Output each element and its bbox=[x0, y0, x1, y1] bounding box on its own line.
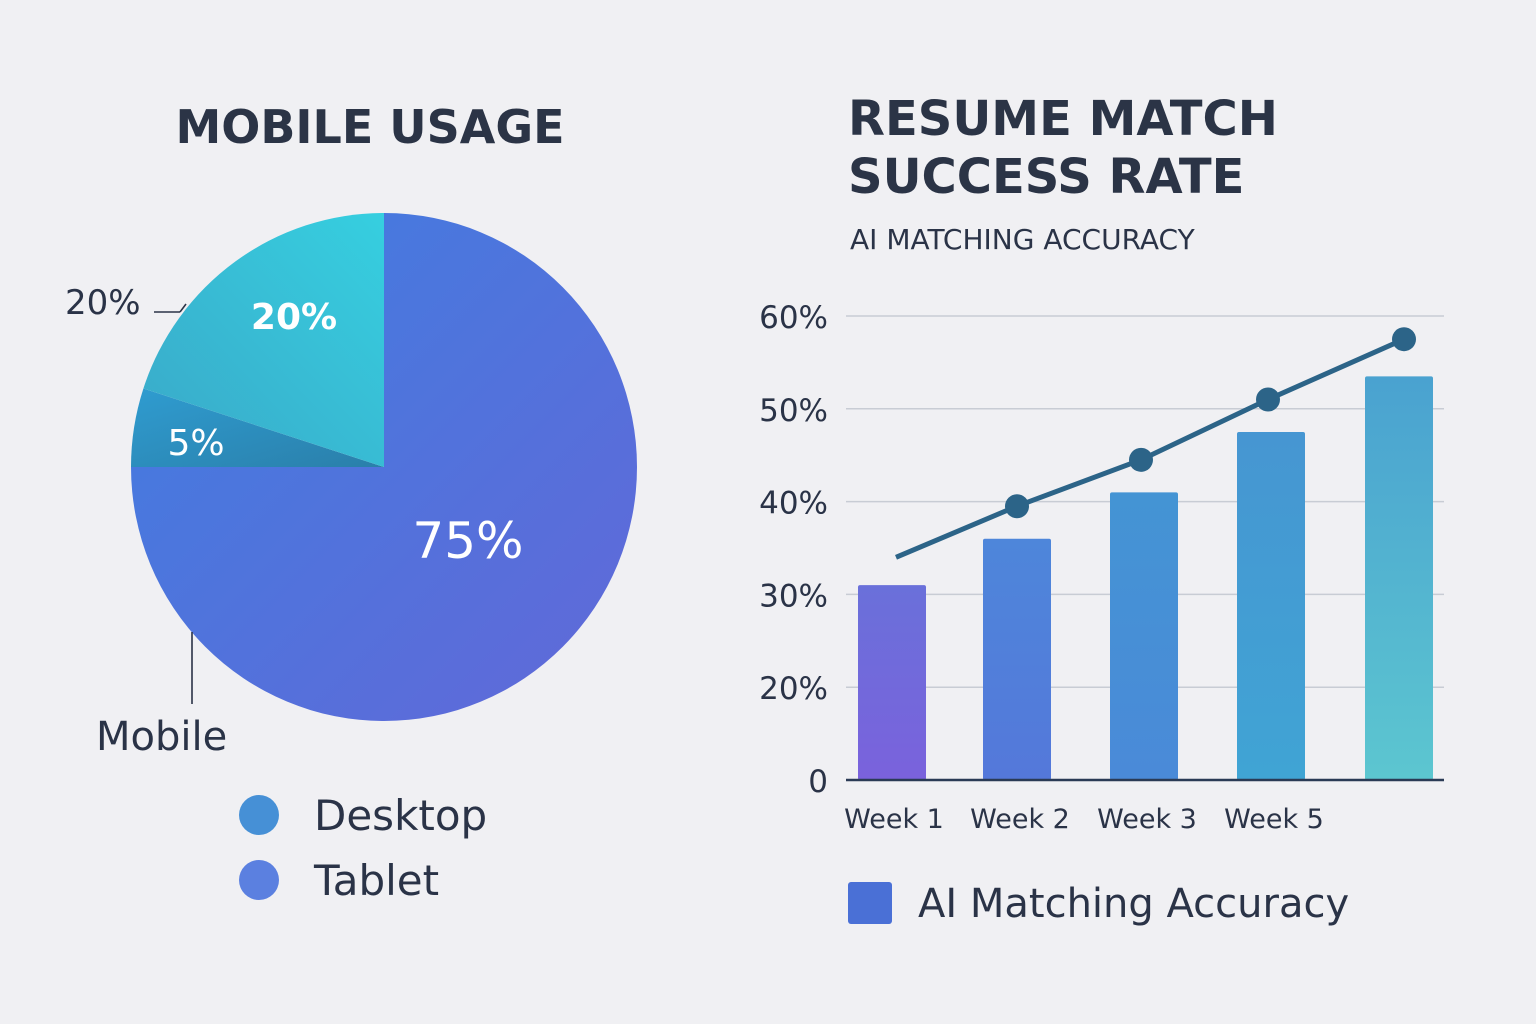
x-tick-label: Week 5 bbox=[1224, 804, 1324, 835]
pie-chart: MOBILE USAGE 75% 5% 20% 20% Mobile Deskt… bbox=[65, 100, 637, 905]
callout-top-tick bbox=[179, 303, 187, 313]
y-tick-label: 40% bbox=[759, 486, 828, 522]
pie-label-75: 75% bbox=[412, 512, 523, 570]
bar-title-line-1: RESUME MATCH bbox=[848, 91, 1278, 147]
legend-dot-tablet bbox=[239, 860, 279, 900]
pie-slice-20 bbox=[143, 213, 384, 467]
callout-top-label: 20% bbox=[65, 283, 141, 323]
bar-subtitle: AI MATCHING ACCURACY bbox=[850, 223, 1196, 256]
bar bbox=[1365, 376, 1433, 780]
callout-bottom-label: Mobile bbox=[96, 714, 227, 760]
pie-slice-5 bbox=[131, 388, 384, 467]
legend-swatch-ai-matching-accuracy bbox=[848, 882, 892, 924]
legend-label-tablet: Tablet bbox=[313, 856, 439, 905]
legend-dot-desktop bbox=[239, 795, 279, 835]
trend-point bbox=[1005, 494, 1029, 519]
bar bbox=[858, 585, 926, 780]
trend-point bbox=[1129, 447, 1153, 472]
x-tick-label: Week 1 bbox=[844, 804, 944, 835]
y-axis-ticks: 0 20% 30% 40% 50% 60% bbox=[759, 300, 828, 800]
pie-label-20: 20% bbox=[251, 297, 337, 338]
pie-title: MOBILE USAGE bbox=[175, 100, 564, 154]
bars bbox=[858, 376, 1433, 780]
x-tick-label: Week 2 bbox=[970, 804, 1070, 835]
trend-points bbox=[1005, 327, 1416, 519]
trend-point bbox=[1256, 387, 1280, 412]
bar bbox=[1237, 432, 1305, 780]
legend-label-desktop: Desktop bbox=[314, 791, 487, 840]
x-tick-label: Week 3 bbox=[1097, 804, 1197, 835]
y-tick-label: 0 bbox=[808, 764, 828, 800]
y-tick-label: 30% bbox=[759, 578, 828, 614]
legend-label-ai-matching-accuracy: AI Matching Accuracy bbox=[918, 881, 1349, 927]
x-axis-labels: Week 1 Week 2 Week 3 Week 5 bbox=[844, 804, 1324, 835]
y-tick-label: 50% bbox=[759, 393, 828, 429]
y-tick-label: 20% bbox=[759, 671, 828, 707]
pie-label-5: 5% bbox=[167, 423, 224, 464]
trend-point bbox=[1392, 327, 1416, 352]
bar-line-chart: RESUME MATCH SUCCESS RATE AI MATCHING AC… bbox=[759, 91, 1444, 927]
bar-title-line-2: SUCCESS RATE bbox=[848, 149, 1244, 205]
bar bbox=[983, 538, 1051, 780]
bar bbox=[1110, 492, 1178, 780]
y-tick-label: 60% bbox=[759, 300, 828, 336]
